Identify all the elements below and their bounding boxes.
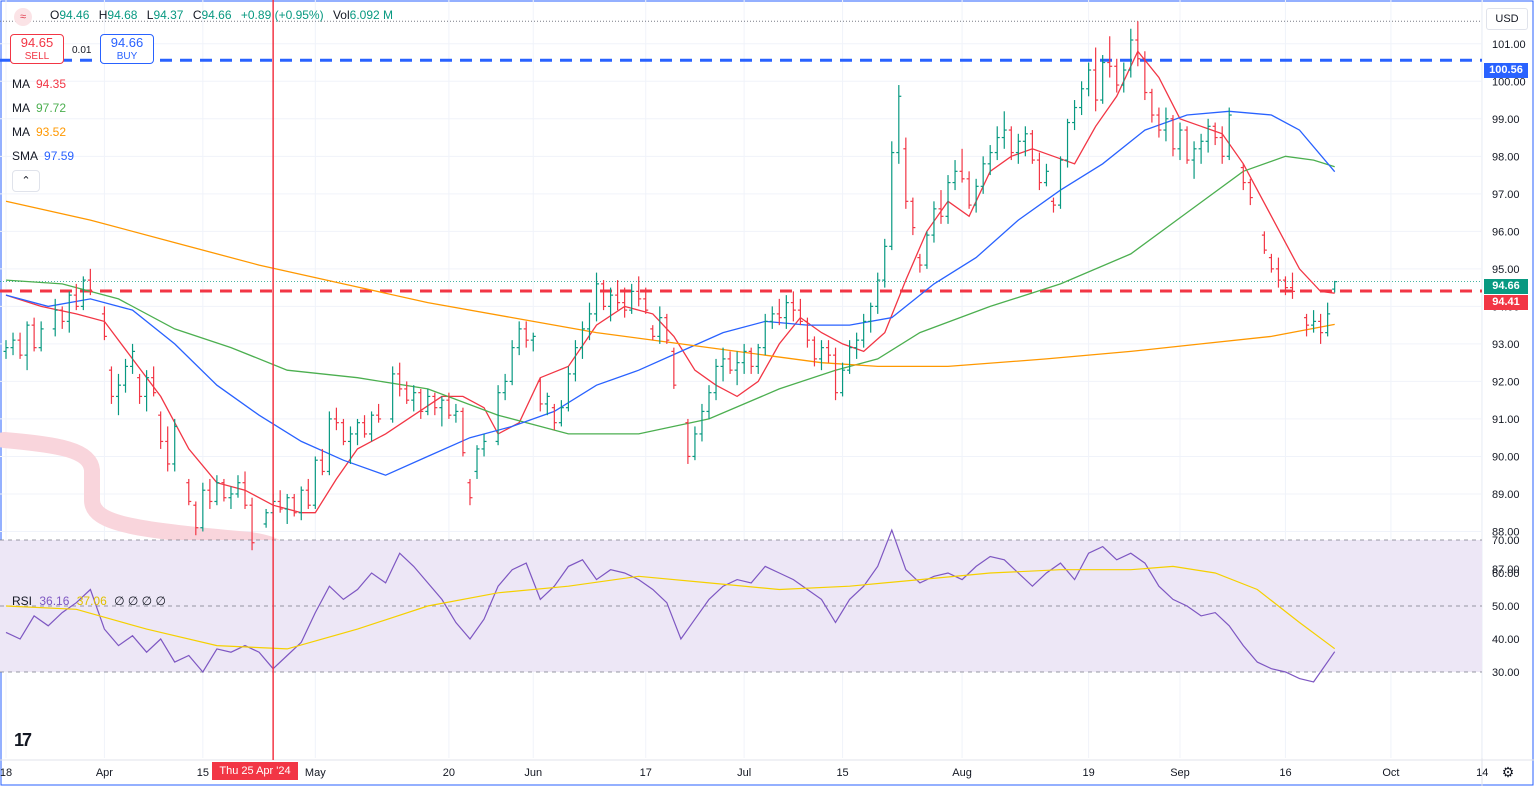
time-tick-label: Jul — [737, 767, 751, 779]
volume-value: 6.092 M — [349, 8, 393, 22]
time-tick-label: Aug — [952, 767, 972, 779]
indicator-ma-red[interactable]: MA 94.35 — [12, 77, 66, 91]
open-label: O — [50, 8, 60, 22]
ma-series-line — [5, 155, 1335, 435]
indicator-value: 93.52 — [36, 125, 67, 139]
price-tick-label: 96.00 — [1492, 226, 1520, 238]
price-tick-label: 100.00 — [1492, 76, 1526, 88]
time-tick-label: 15 — [836, 767, 848, 779]
indicator-ma-orange[interactable]: MA 93.52 — [12, 125, 66, 139]
rsi-tick-label: 50.00 — [1492, 601, 1520, 613]
rsi-ma-value: 37.06 — [76, 594, 107, 608]
price-tick-label: 97.00 — [1492, 189, 1520, 201]
ma-series-line — [5, 110, 1336, 476]
low-label: L — [146, 8, 154, 22]
time-tick-label: 20 — [443, 767, 455, 779]
resistance-price-tag: 100.56 — [1484, 63, 1528, 78]
time-tick-label: 14 — [1476, 767, 1488, 779]
time-tick-label: Sep — [1170, 767, 1190, 779]
time-tick-label: Apr — [96, 767, 113, 779]
high-value: 94.68 — [107, 8, 138, 22]
spread-value: 0.01 — [72, 45, 92, 56]
time-tick-label: 19 — [1082, 767, 1094, 779]
sell-button[interactable]: 94.65 SELL — [10, 34, 64, 64]
rsi-legend[interactable]: RSI 36.16 37.06 ∅ ∅ ∅ ∅ — [12, 594, 166, 608]
sell-price: 94.65 — [20, 35, 54, 50]
rsi-name: RSI — [12, 594, 33, 608]
ma-series-line — [5, 200, 1335, 368]
change-value: +0.89 (+0.95%) — [240, 8, 324, 22]
indicator-value: 97.59 — [44, 149, 75, 163]
ma-series-line — [5, 50, 1335, 514]
price-tick-label: 95.00 — [1492, 264, 1520, 276]
collapse-indicators-button[interactable]: ⌃ — [12, 170, 40, 192]
time-tick-label: May — [305, 767, 326, 779]
tradingview-logo-icon[interactable]: 17 — [14, 730, 32, 750]
indicator-value: 97.72 — [36, 101, 67, 115]
price-tick-label: 98.00 — [1492, 151, 1520, 163]
time-tick-label: 16 — [1279, 767, 1291, 779]
time-tick-label: 17 — [640, 767, 652, 779]
crosshair-date-label: Thu 25 Apr '24 — [212, 762, 298, 780]
price-tick-label: 91.00 — [1492, 414, 1520, 426]
close-value: 94.66 — [201, 8, 232, 22]
ohlc-legend: O94.46 H94.68 L94.37 C94.66 +0.89 (+0.95… — [50, 8, 399, 22]
close-label: C — [192, 8, 202, 22]
price-tick-label: 99.00 — [1492, 114, 1520, 126]
indicator-value: 94.35 — [36, 77, 67, 91]
price-tick-label: 89.00 — [1492, 489, 1520, 501]
support-price-tag: 94.41 — [1484, 295, 1528, 310]
rsi-tick-label: 60.00 — [1492, 568, 1520, 580]
indicator-name: MA — [12, 101, 30, 115]
price-tick-label: 87.00 — [1492, 564, 1520, 576]
rsi-line — [5, 528, 1336, 683]
sell-label: SELL — [24, 51, 50, 62]
price-tick-label: 101.00 — [1492, 39, 1526, 51]
current-price-tag: 94.66 — [1484, 279, 1528, 294]
indicator-name: SMA — [12, 149, 39, 163]
price-tick-label: 92.00 — [1492, 376, 1520, 388]
rsi-tick-label: 70.00 — [1492, 535, 1520, 547]
indicator-ma-green[interactable]: MA 97.72 — [12, 101, 66, 115]
price-tick-label: 88.00 — [1492, 526, 1520, 538]
buy-price: 94.66 — [110, 35, 144, 50]
high-label: H — [98, 8, 108, 22]
low-value: 94.37 — [153, 8, 184, 22]
rsi-tick-label: 40.00 — [1492, 634, 1520, 646]
buy-label: BUY — [116, 51, 138, 62]
buy-button[interactable]: 94.66 BUY — [100, 34, 154, 64]
gear-icon[interactable]: ⚙ — [1501, 764, 1515, 780]
open-value: 94.46 — [59, 8, 90, 22]
symbol-logo-icon[interactable]: ≈ — [14, 8, 32, 26]
indicator-name: MA — [12, 125, 30, 139]
volume-label: Vol — [332, 8, 350, 22]
rsi-tick-label: 30.00 — [1492, 667, 1520, 679]
rsi-value: 36.16 — [39, 594, 70, 608]
time-tick-label: 18 — [0, 767, 12, 779]
indicator-name: MA — [12, 77, 30, 91]
rsi-ma-line — [5, 565, 1336, 650]
time-tick-label: Jun — [524, 767, 542, 779]
price-tick-label: 93.00 — [1492, 339, 1520, 351]
time-tick-label: 15 — [197, 767, 209, 779]
currency-selector[interactable]: USD — [1486, 8, 1528, 30]
rsi-extra-values: ∅ ∅ ∅ ∅ — [114, 594, 166, 608]
indicator-sma-blue[interactable]: SMA 97.59 — [12, 149, 74, 163]
time-tick-label: Oct — [1382, 767, 1399, 779]
chevron-up-icon: ⌃ — [21, 175, 31, 187]
price-tick-label: 90.00 — [1492, 451, 1520, 463]
